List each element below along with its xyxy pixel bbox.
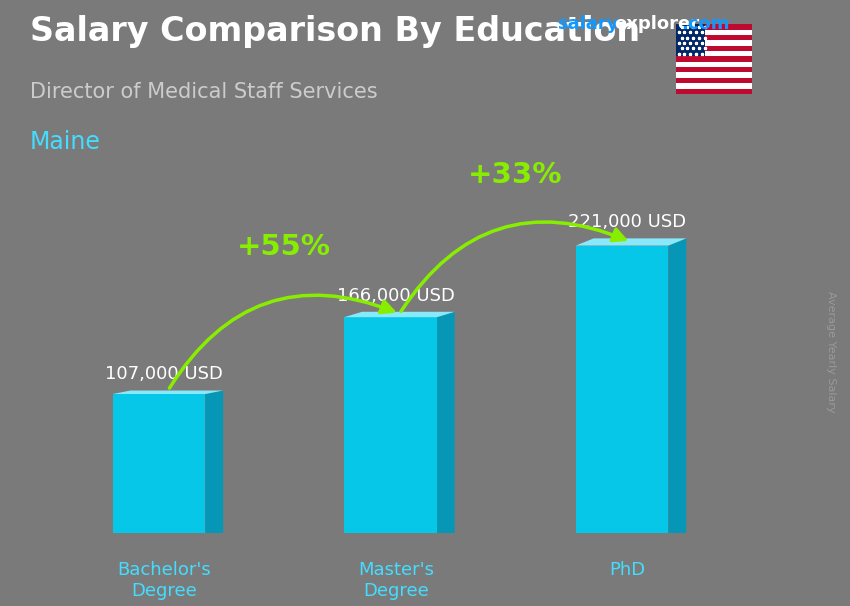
Polygon shape — [344, 311, 455, 317]
Polygon shape — [575, 238, 686, 245]
Text: Director of Medical Staff Services: Director of Medical Staff Services — [30, 82, 377, 102]
Polygon shape — [437, 311, 455, 533]
Bar — [676, 78, 752, 83]
Bar — [676, 51, 752, 56]
Polygon shape — [113, 390, 224, 394]
Text: PhD: PhD — [609, 561, 645, 579]
Bar — [676, 41, 752, 45]
Bar — [676, 83, 752, 88]
Text: .com: .com — [681, 15, 729, 33]
Text: 166,000 USD: 166,000 USD — [337, 287, 455, 305]
Bar — [676, 35, 752, 41]
Text: Maine: Maine — [30, 130, 100, 155]
Bar — [676, 88, 752, 94]
Bar — [676, 24, 705, 56]
Text: +33%: +33% — [468, 161, 563, 189]
Polygon shape — [206, 390, 224, 533]
Text: Master's
Degree: Master's Degree — [358, 561, 434, 600]
Bar — [676, 73, 752, 78]
Text: Salary Comparison By Education: Salary Comparison By Education — [30, 15, 640, 48]
Text: salary: salary — [557, 15, 618, 33]
Bar — [676, 45, 752, 51]
Bar — [676, 67, 752, 73]
Text: 221,000 USD: 221,000 USD — [569, 213, 687, 231]
Bar — [676, 30, 752, 35]
Bar — [344, 317, 437, 533]
Bar — [676, 62, 752, 67]
Bar — [676, 24, 752, 30]
Polygon shape — [668, 238, 686, 533]
Text: 107,000 USD: 107,000 USD — [105, 365, 224, 384]
Text: explorer: explorer — [615, 15, 700, 33]
Bar — [575, 245, 668, 533]
Bar — [676, 56, 752, 62]
Text: +55%: +55% — [237, 233, 331, 261]
Text: Bachelor's
Degree: Bachelor's Degree — [117, 561, 212, 600]
Bar — [113, 394, 206, 533]
Text: Average Yearly Salary: Average Yearly Salary — [826, 291, 836, 412]
